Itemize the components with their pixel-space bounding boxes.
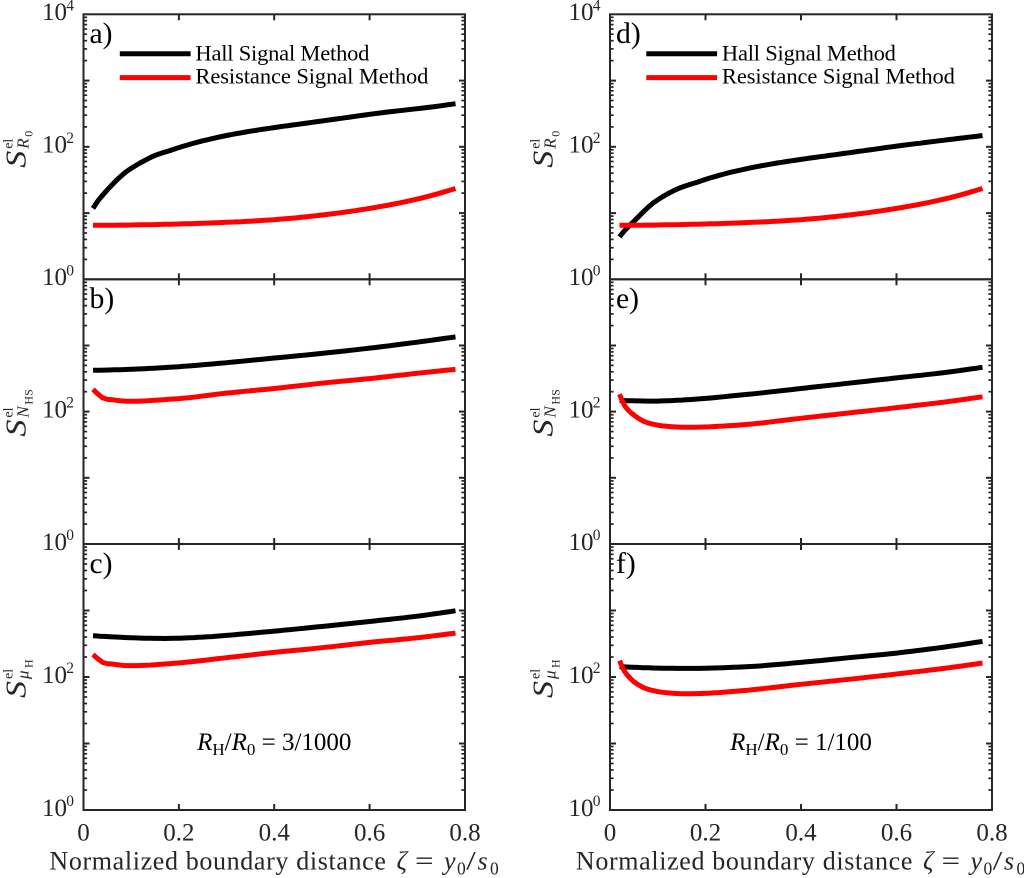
svg-text:el: el (529, 139, 544, 149)
svg-text:y: y (968, 847, 983, 876)
svg-text:HS: HS (22, 389, 36, 404)
svg-text:μ: μ (14, 670, 33, 680)
svg-text:H: H (549, 659, 563, 668)
svg-text:RH/R0 = 3/1000: RH/R0 = 3/1000 (196, 729, 351, 759)
svg-text:s: s (1004, 847, 1014, 876)
svg-text:0: 0 (1017, 859, 1024, 878)
svg-text:ζ: ζ (397, 847, 409, 876)
svg-text:=: = (942, 847, 961, 876)
svg-text:0.6: 0.6 (881, 820, 912, 847)
svg-text:0: 0 (457, 859, 466, 878)
svg-text:Resistance Signal Method: Resistance Signal Method (722, 64, 955, 89)
svg-text:/: / (993, 847, 1004, 876)
svg-text:2: 2 (593, 130, 601, 147)
svg-text:S: S (2, 420, 33, 437)
svg-text:μ: μ (541, 670, 560, 680)
svg-text:S: S (529, 681, 560, 698)
svg-text:0: 0 (66, 262, 74, 279)
svg-text:10: 10 (42, 264, 67, 291)
svg-text:0.2: 0.2 (163, 820, 194, 847)
svg-text:S: S (529, 151, 560, 168)
svg-text:f): f) (616, 548, 636, 580)
svg-text:10: 10 (42, 396, 67, 423)
svg-text:y: y (441, 847, 456, 876)
svg-text:0.8: 0.8 (449, 820, 480, 847)
svg-text:a): a) (90, 18, 113, 50)
svg-text:0.8: 0.8 (976, 820, 1007, 847)
svg-text:0: 0 (593, 262, 601, 279)
svg-text:S: S (2, 681, 33, 698)
svg-text:10: 10 (42, 529, 67, 556)
svg-text:0: 0 (66, 793, 74, 810)
svg-text:Resistance Signal Method: Resistance Signal Method (195, 64, 428, 89)
svg-text:Hall Signal Method: Hall Signal Method (195, 40, 369, 65)
svg-text:10: 10 (42, 662, 67, 689)
svg-text:Hall Signal Method: Hall Signal Method (722, 40, 896, 65)
svg-text:e): e) (616, 283, 639, 315)
svg-text:10: 10 (569, 0, 594, 26)
svg-text:0: 0 (490, 859, 499, 878)
svg-text:10: 10 (569, 264, 594, 291)
svg-text:0: 0 (549, 131, 563, 137)
svg-text:S: S (2, 151, 33, 168)
svg-text:el: el (529, 669, 544, 679)
svg-text:HS: HS (549, 389, 563, 404)
svg-text:10: 10 (42, 132, 67, 159)
svg-text:10: 10 (569, 795, 594, 822)
svg-text:0: 0 (66, 527, 74, 544)
svg-text:el: el (529, 407, 544, 417)
svg-text:S: S (529, 420, 560, 437)
svg-text:10: 10 (42, 795, 67, 822)
svg-text:R: R (14, 138, 33, 150)
svg-text:0.4: 0.4 (259, 820, 291, 847)
svg-text:0.6: 0.6 (354, 820, 385, 847)
svg-text:10: 10 (569, 396, 594, 423)
svg-text:Normalized boundary distance: Normalized boundary distance (576, 847, 913, 876)
svg-text:2: 2 (66, 660, 74, 677)
svg-text:0: 0 (77, 820, 90, 847)
svg-text:el: el (2, 139, 17, 149)
svg-text:c): c) (90, 548, 113, 580)
svg-text:2: 2 (66, 395, 74, 412)
svg-text:RH/R0 = 1/100: RH/R0 = 1/100 (729, 729, 872, 759)
svg-text:10: 10 (42, 0, 67, 26)
svg-text:10: 10 (569, 132, 594, 159)
svg-text:4: 4 (66, 0, 74, 14)
svg-text:b): b) (90, 283, 115, 315)
svg-text:R: R (541, 138, 560, 150)
svg-text:el: el (2, 669, 17, 679)
svg-text:0.4: 0.4 (785, 820, 817, 847)
svg-text:=: = (415, 847, 434, 876)
svg-text:0: 0 (593, 527, 601, 544)
svg-text:0.2: 0.2 (690, 820, 721, 847)
svg-text:s: s (478, 847, 488, 876)
svg-text:el: el (2, 407, 17, 417)
svg-text:10: 10 (569, 662, 594, 689)
svg-text:d): d) (616, 18, 641, 50)
svg-text:0: 0 (604, 820, 617, 847)
svg-text:ζ: ζ (923, 847, 935, 876)
svg-text:4: 4 (593, 0, 601, 14)
svg-text:H: H (22, 659, 36, 668)
svg-text:2: 2 (593, 660, 601, 677)
svg-text:2: 2 (66, 130, 74, 147)
svg-text:0: 0 (984, 859, 993, 878)
svg-text:2: 2 (593, 395, 601, 412)
svg-text:0: 0 (22, 131, 36, 137)
svg-text:N: N (14, 405, 33, 419)
svg-text:/: / (466, 847, 477, 876)
svg-text:0: 0 (593, 793, 601, 810)
svg-text:Normalized boundary distance: Normalized boundary distance (49, 847, 386, 876)
svg-text:10: 10 (569, 529, 594, 556)
svg-text:N: N (541, 405, 560, 419)
